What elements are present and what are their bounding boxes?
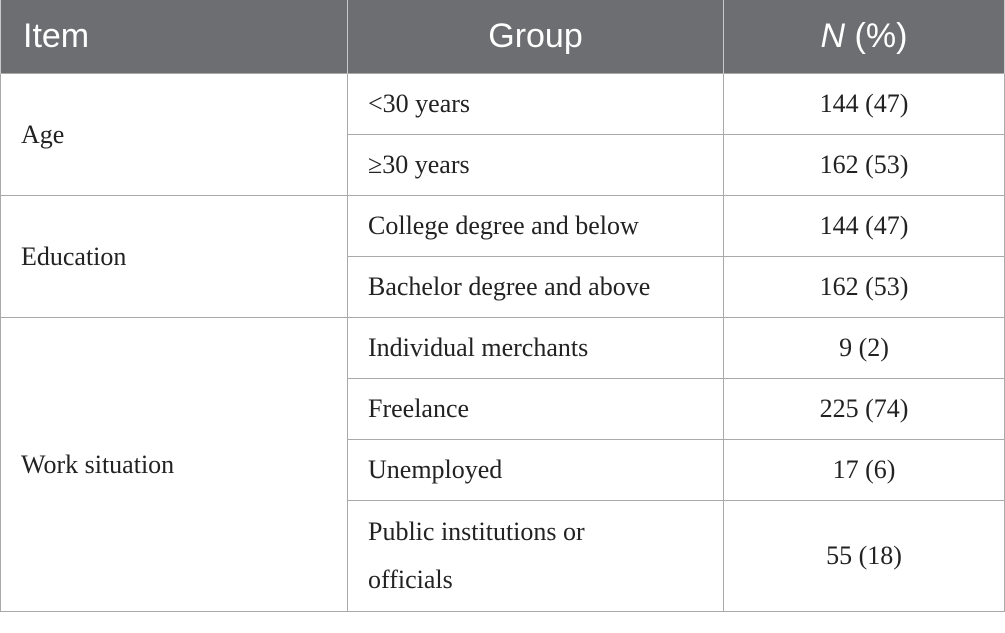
header-n-symbol: N xyxy=(820,17,846,55)
header-percent: (%) xyxy=(845,17,908,55)
table-row: Public institutions or officials 55 (18) xyxy=(1,500,1005,612)
table-row: Education College degree and below 144 (… xyxy=(0,195,1005,318)
group-cell: Freelance xyxy=(347,378,724,440)
header-n-percent: N (%) xyxy=(723,0,1005,74)
n-cell: 225 (74) xyxy=(723,378,1005,440)
header-group: Group xyxy=(347,0,724,74)
table-row: ≥30 years 162 (53) xyxy=(1,134,1005,196)
group-cell: Unemployed xyxy=(347,439,724,501)
n-cell: 162 (53) xyxy=(723,256,1005,318)
item-work-situation: Work situation xyxy=(0,317,348,612)
demographics-table: Item Group N (%) Age <30 years 144 (47) … xyxy=(0,0,1005,612)
item-age: Age xyxy=(0,73,348,196)
n-cell: 9 (2) xyxy=(723,317,1005,379)
n-cell: 144 (47) xyxy=(723,195,1005,257)
table-row: Age <30 years 144 (47) xyxy=(0,73,1005,196)
header-item: Item xyxy=(0,0,348,74)
group-cell: Individual merchants xyxy=(347,317,724,379)
group-cell: Public institutions or officials xyxy=(347,500,724,612)
n-cell: 17 (6) xyxy=(723,439,1005,501)
header-row: Item Group N (%) xyxy=(0,0,1005,74)
group-cell: <30 years xyxy=(347,73,724,135)
group-cell: College degree and below xyxy=(347,195,724,257)
n-cell: 144 (47) xyxy=(723,73,1005,135)
n-cell: 55 (18) xyxy=(723,500,1005,612)
group-cell: Bachelor degree and above xyxy=(347,256,724,318)
group-cell: ≥30 years xyxy=(347,134,724,196)
n-cell: 162 (53) xyxy=(723,134,1005,196)
table-row: Work situation Individual merchants 9 (2… xyxy=(0,317,1005,612)
item-education: Education xyxy=(0,195,348,318)
